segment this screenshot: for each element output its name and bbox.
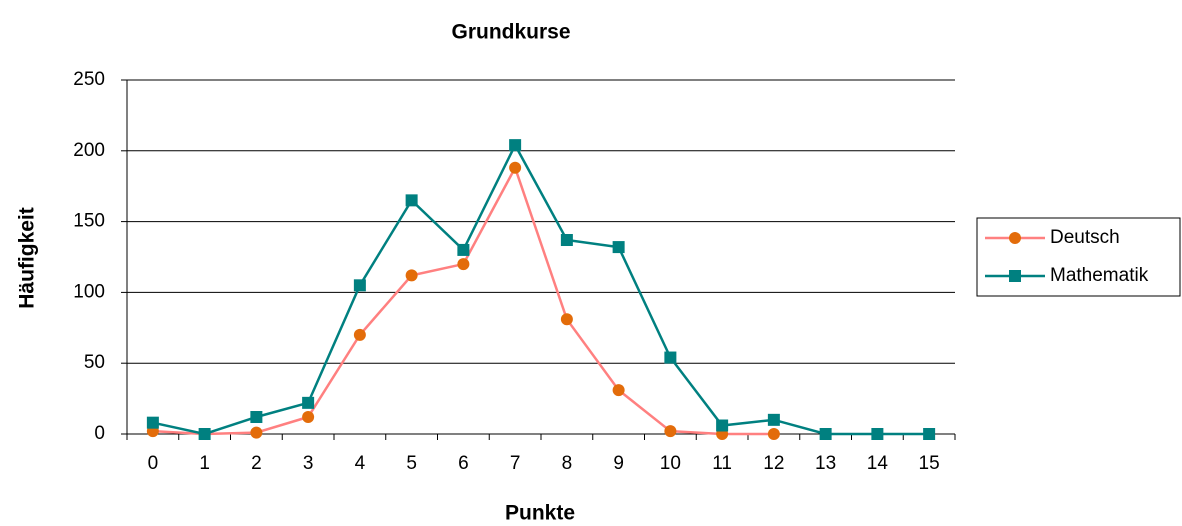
marker [560,234,573,247]
marker [302,411,315,424]
marker [664,351,677,364]
x-tick-label: 0 [148,453,159,474]
x-tick-label: 8 [562,453,573,474]
x-tick-label: 2 [251,453,262,474]
x-tick-label: 6 [458,453,469,474]
legend-box [976,217,1181,297]
marker [509,161,522,174]
marker [250,411,263,424]
x-tick-label: 5 [406,453,417,474]
x-tick-label: 9 [613,453,624,474]
y-tick-label: 50 [84,352,105,373]
x-tick-label: 14 [867,453,889,474]
marker [612,241,625,254]
marker [198,428,211,440]
legend-label: Mathematik [1050,265,1149,286]
series-line [152,164,774,436]
x-tick-label: 11 [712,453,732,474]
marker [509,139,522,152]
y-tick-label: 0 [94,423,105,444]
marker [923,428,936,440]
marker [1009,232,1021,244]
marker [405,194,418,207]
marker [664,425,677,438]
series-line [152,142,930,436]
marker [353,328,366,341]
marker [457,258,470,271]
y-tick-label: 250 [73,69,105,90]
marker [353,279,366,292]
y-tick-label: 100 [73,281,105,302]
legend-label: Deutsch [1050,227,1120,248]
marker [405,269,418,282]
marker [457,243,470,256]
marker [250,426,263,439]
marker [1009,270,1021,282]
x-axis-label: Punkte [505,502,575,525]
y-tick-label: 200 [73,140,105,161]
y-tick-label: 150 [73,211,105,232]
x-tick-label: 13 [815,453,836,474]
marker [146,416,159,429]
marker [302,396,315,409]
marker [716,419,729,432]
x-tick-label: 12 [763,453,784,474]
x-tick-label: 7 [510,453,521,474]
y-axis-label: Häufigkeit [16,207,39,309]
marker [767,428,780,440]
marker [612,384,625,397]
marker [767,413,780,426]
x-tick-label: 10 [660,453,681,474]
x-tick-label: 3 [303,453,314,474]
x-tick-label: 4 [355,453,366,474]
marker [871,428,884,440]
x-tick-label: 1 [199,453,210,474]
x-tick-label: 15 [919,453,940,474]
marker [560,313,573,326]
marker [819,428,832,440]
chart-title: Grundkurse [451,21,570,44]
